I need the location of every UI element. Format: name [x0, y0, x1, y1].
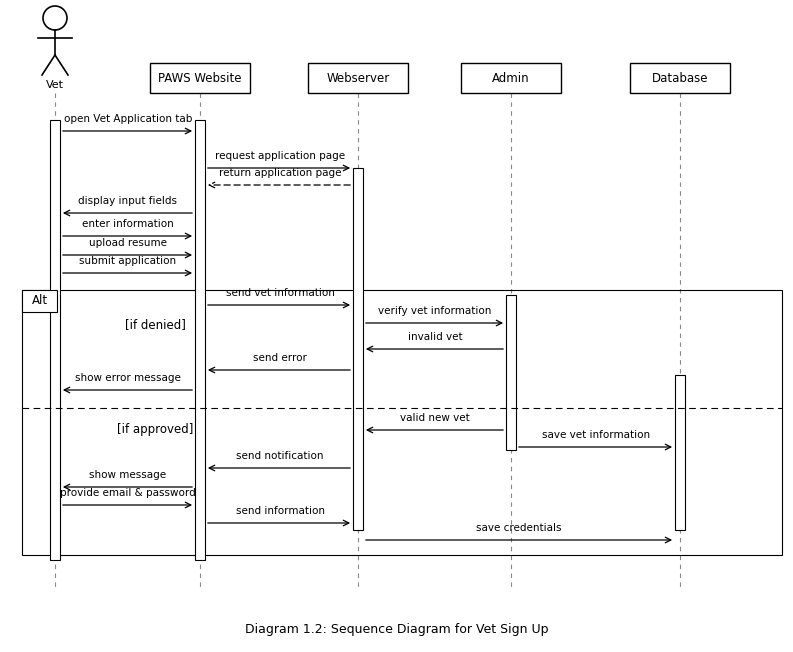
Text: send error: send error	[253, 353, 307, 363]
Bar	[50, 120, 60, 560]
Bar	[675, 375, 685, 530]
Text: Webserver: Webserver	[327, 72, 389, 85]
Text: open Vet Application tab: open Vet Application tab	[63, 114, 192, 124]
Text: Database: Database	[652, 72, 708, 85]
Text: upload resume: upload resume	[89, 238, 167, 248]
Bar	[22, 290, 57, 312]
Text: request application page: request application page	[215, 151, 345, 161]
Text: save vet information: save vet information	[542, 430, 650, 440]
Text: verify vet information: verify vet information	[378, 306, 492, 316]
Text: send vet information: send vet information	[225, 288, 335, 298]
Bar	[461, 63, 561, 93]
Text: valid new vet: valid new vet	[400, 413, 470, 423]
Text: show message: show message	[90, 470, 167, 480]
Bar	[630, 63, 730, 93]
Bar	[308, 63, 408, 93]
Bar	[22, 290, 782, 555]
Text: Diagram 1.2: Sequence Diagram for Vet Sign Up: Diagram 1.2: Sequence Diagram for Vet Si…	[245, 623, 548, 636]
Bar	[353, 168, 363, 530]
Bar	[150, 63, 250, 93]
Bar	[506, 295, 516, 450]
Text: show error message: show error message	[75, 373, 181, 383]
Text: provide email & password: provide email & password	[60, 488, 196, 498]
Text: [if denied]: [if denied]	[125, 318, 186, 331]
Bar	[195, 120, 205, 560]
Text: enter information: enter information	[82, 219, 174, 229]
Text: Alt: Alt	[32, 295, 48, 308]
Text: Admin: Admin	[492, 72, 530, 85]
Text: send information: send information	[236, 506, 324, 516]
Text: return application page: return application page	[219, 168, 341, 178]
Text: save credentials: save credentials	[477, 523, 561, 533]
Text: Vet: Vet	[46, 80, 64, 90]
Text: PAWS Website: PAWS Website	[159, 72, 242, 85]
Text: submit application: submit application	[79, 256, 177, 266]
Text: invalid vet: invalid vet	[408, 332, 462, 342]
Text: [if approved]: [if approved]	[117, 424, 193, 436]
Text: send notification: send notification	[236, 451, 324, 461]
Text: display input fields: display input fields	[79, 196, 178, 206]
